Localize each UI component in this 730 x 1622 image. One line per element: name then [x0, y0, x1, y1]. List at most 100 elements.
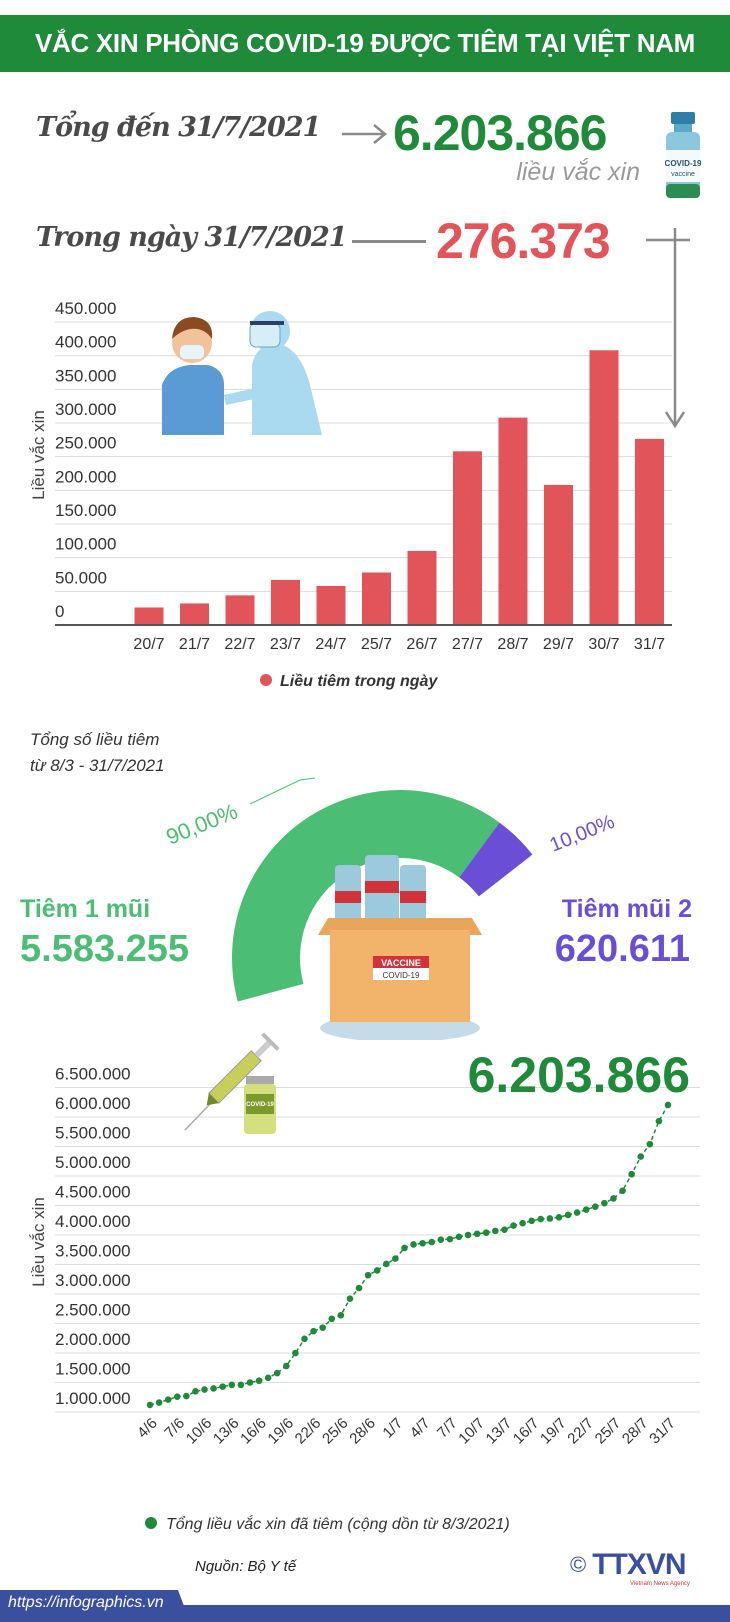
x-tick-label: 1/7: [379, 1415, 406, 1442]
svg-text:COVID-19: COVID-19: [665, 159, 701, 168]
point-22-6: [310, 1327, 317, 1335]
bar-30-7: [589, 350, 619, 625]
syringe-vial-illustration: COVID-19: [184, 1032, 280, 1134]
box-label-text: VACCINE: [381, 958, 421, 968]
point-14-7: [510, 1222, 517, 1229]
bar-21-7: [180, 603, 209, 625]
last-value-annotation: 6.203.866: [468, 1047, 690, 1103]
x-tick-label: 22/6: [292, 1415, 325, 1448]
y-tick-label: 6.000.000: [55, 1094, 131, 1113]
legend-label: Tổng liều vắc xin đã tiêm (cộng dồn từ 8…: [166, 1514, 510, 1533]
point-7-7: [446, 1235, 454, 1243]
x-tick-label: 19/7: [537, 1415, 570, 1448]
point-29-7: [646, 1140, 654, 1148]
point-30-6: [382, 1260, 390, 1268]
legend-label: Liều tiêm trong ngày: [280, 673, 438, 690]
dose-share-semi-donut: 90,00% 10,00% VACCINE COVID-19: [163, 777, 618, 1040]
point-11-7: [482, 1229, 490, 1236]
daily-doses-bar-chart: 0 50.000 100.000 150.000 200.000 250.000 300.0…: [29, 299, 672, 690]
point-17-7: [537, 1215, 545, 1223]
x-tick-label: 10/7: [455, 1415, 488, 1448]
point-27-7: [628, 1170, 635, 1178]
point-4-7: [419, 1239, 426, 1247]
x-tick-label: 16/7: [510, 1415, 543, 1448]
point-15-6: [246, 1379, 254, 1386]
logo-subtext: Vietnam News Agency: [630, 1581, 690, 1587]
y-tick-label: 400.000: [55, 333, 116, 352]
y-tick-label: 50.000: [55, 568, 107, 587]
point-29-6: [373, 1267, 381, 1274]
bar-26-7: [407, 550, 437, 625]
x-tick-label: 28/7: [619, 1415, 652, 1448]
y-tick-label: 250.000: [55, 434, 116, 453]
bar-22-7: [225, 595, 255, 625]
x-tick-label: 31/7: [634, 636, 665, 653]
point-16-7: [528, 1217, 535, 1225]
x-tick-label: 13/6: [210, 1415, 243, 1448]
bar-24-7: [316, 585, 346, 625]
point-27-6: [355, 1284, 363, 1292]
vial-label-1: [365, 881, 399, 893]
arrow-right-icon: [342, 124, 387, 144]
y-tick-label: 150.000: [55, 501, 116, 520]
y-tick-label: 3.500.000: [55, 1242, 131, 1261]
x-tick-label: 28/6: [346, 1415, 379, 1448]
point-4-6: [146, 1401, 154, 1409]
point-26-7: [619, 1187, 626, 1195]
infographics-link[interactable]: https://infographics.vn: [8, 1594, 164, 1611]
point-15-7: [519, 1219, 526, 1227]
point-21-6: [301, 1335, 308, 1343]
x-tick-label: 25/7: [361, 636, 392, 653]
total-unit: liều vắc xin: [516, 158, 640, 186]
x-tick-label: 25/7: [592, 1415, 625, 1448]
y-tick-label: 4.000.000: [55, 1212, 131, 1231]
svg-text:COVID-19: COVID-19: [246, 1102, 274, 1108]
bar-27-7: [453, 451, 482, 625]
x-tick-label: 22/7: [224, 636, 255, 653]
x-tick-label: 28/7: [497, 636, 528, 653]
y-tick-label: 2.000.000: [55, 1330, 131, 1349]
y-tick-label: 1.000.000: [55, 1389, 131, 1408]
box-label2: [373, 968, 429, 980]
slice-1: [231, 790, 500, 1002]
source-note: Nguồn: Bộ Y tế: [195, 1558, 297, 1575]
y-tick-label: 6.500.000: [55, 1065, 131, 1084]
y-tick-label: 5.000.000: [55, 1153, 131, 1172]
x-tick-label: 4/7: [407, 1415, 434, 1442]
total-value: 6.203.866: [393, 105, 607, 161]
vaccine-vial-icon: COVID-19 vaccine: [665, 112, 702, 200]
point-26-6: [346, 1295, 354, 1303]
point-23-6: [319, 1324, 326, 1331]
point-13-6: [228, 1381, 236, 1389]
y-tick-label: 5.500.000: [55, 1124, 131, 1143]
leader-line: [249, 777, 316, 805]
point-2-7: [401, 1244, 408, 1252]
slice-2: [459, 822, 533, 897]
x-tick-label: 25/6: [319, 1415, 352, 1448]
point-10-7: [473, 1230, 481, 1238]
y-tick-label: 0: [55, 602, 64, 621]
point-18-7: [546, 1215, 554, 1222]
donut-title-line1: Tổng số liều tiêm: [30, 730, 160, 749]
dose2-value: 620.611: [554, 928, 690, 970]
copyright-symbol: ©: [570, 1552, 587, 1577]
dose2-label: Tiêm mũi 2: [561, 895, 692, 923]
dose1-label: Tiêm 1 mũi: [20, 895, 151, 923]
point-5-6: [155, 1399, 163, 1406]
svg-text:vaccine: vaccine: [671, 171, 695, 178]
dose1-value: 5.583.255: [20, 928, 190, 970]
cumulative-doses-line-chart: 1.000.000 1.500.000 2.000.000 2.500.000 3.00…: [29, 1047, 700, 1533]
y-tick-label: 350.000: [55, 366, 116, 385]
point-22-7: [582, 1206, 590, 1213]
x-tick-label: 27/7: [452, 636, 483, 653]
series-line: [149, 1104, 669, 1406]
point-25-6: [337, 1311, 345, 1319]
percent-label-dose2: 10,00%: [547, 811, 618, 857]
point-24-6: [328, 1315, 336, 1323]
point-5-7: [428, 1238, 436, 1246]
divider-line: [352, 240, 426, 243]
x-tick-label: 20/7: [133, 636, 164, 653]
point-8-6: [183, 1392, 190, 1400]
point-9-6: [192, 1388, 199, 1395]
bar-31-7: [635, 438, 664, 625]
